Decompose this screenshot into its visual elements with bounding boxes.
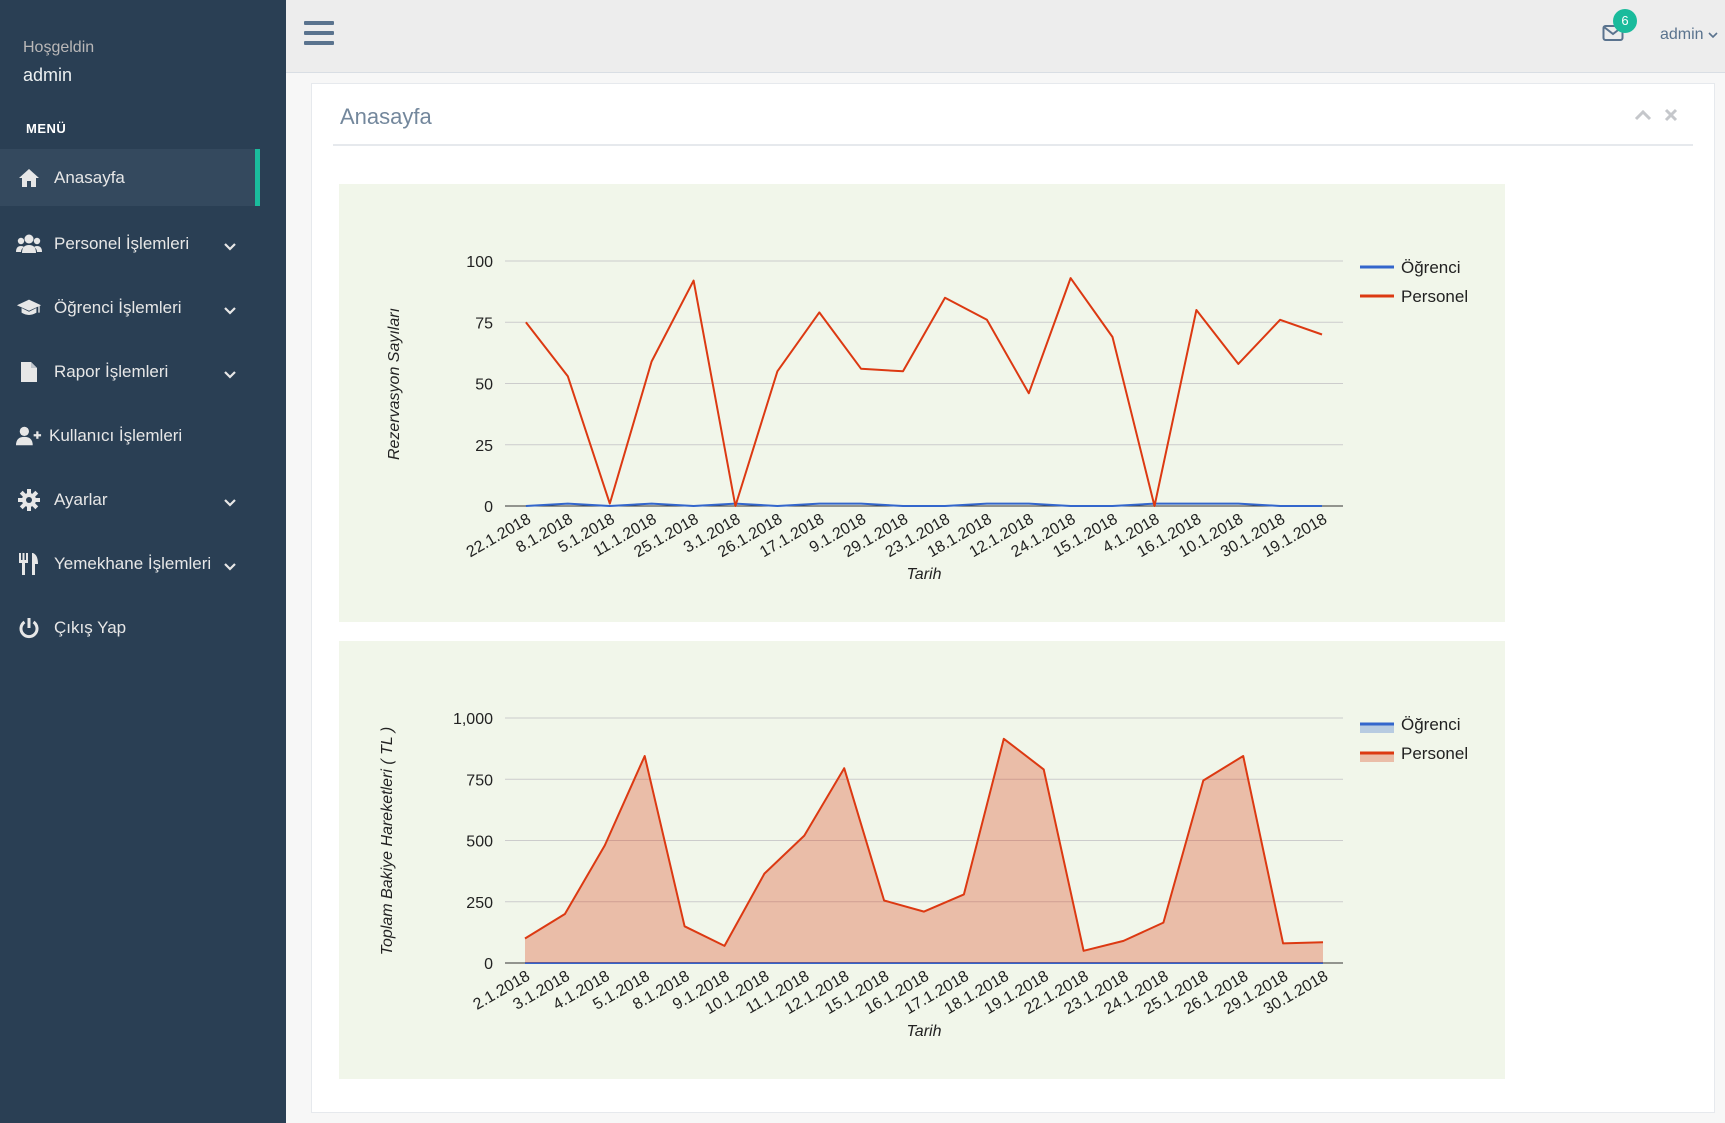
panel-divider (333, 144, 1693, 146)
user-profile-dropdown[interactable]: admin (1660, 26, 1718, 44)
chevron-down-icon (224, 556, 236, 576)
sidebar-item-label: Rapor İşlemleri (54, 362, 169, 381)
legend-swatch (1360, 723, 1394, 733)
collapse-icon[interactable] (1634, 106, 1652, 124)
top-nav: 6 admin (286, 0, 1725, 73)
sidebar-item-kullanici[interactable]: Kullanıcı İşlemleri (0, 404, 286, 468)
balance-chart: 0 250 500 750 1,000 2.1.2018 3.1.2018 4.1.2018 5… (339, 641, 1505, 1079)
close-icon[interactable] (1662, 106, 1680, 124)
sidebar-item-personel[interactable]: Personel İşlemleri (0, 212, 286, 276)
chevron-down-icon (1708, 26, 1718, 44)
users-icon (16, 231, 42, 257)
sidebar-item-rapor[interactable]: Rapor İşlemleri (0, 340, 286, 404)
sidebar-item-yemekhane[interactable]: Yemekhane İşlemleri (0, 532, 286, 596)
sidebar: Hoşgeldin admin MENÜ Anasayfa Personel İ… (0, 0, 286, 1123)
home-icon (16, 165, 42, 191)
user-name: admin (1660, 26, 1704, 44)
y-axis-title: Rezervasyon Sayıları (386, 308, 403, 460)
power-icon (16, 615, 42, 641)
legend-label: Personel (1401, 287, 1468, 306)
menu-toggle-icon[interactable] (304, 21, 334, 47)
chevron-down-icon (224, 364, 236, 384)
sidebar-item-label: Yemekhane İşlemleri (54, 554, 212, 573)
y-tick-label: 500 (466, 834, 493, 851)
cutlery-icon (16, 551, 42, 577)
gear-icon (16, 487, 42, 513)
file-icon (16, 359, 42, 385)
reservation-chart: 0 25 50 75 100 22.1.2018 8.1.2018 5.1.2018 11.1.… (339, 184, 1505, 622)
y-axis-title: Toplam Bakiye Hareketleri ( TL ) (379, 727, 396, 956)
legend-label: Personel (1401, 744, 1468, 763)
sidebar-item-label: Öğrenci İşlemleri (54, 298, 182, 317)
dashboard-panel: Anasayfa 0 25 50 75 100 22.1.2018 8.1.2018 5.1.… (311, 83, 1715, 1113)
welcome-label: Hoşgeldin (23, 39, 95, 56)
legend-label: Öğrenci (1401, 715, 1461, 734)
y-tick-label: 250 (466, 895, 493, 912)
reservation-chart-svg: 025507510022.1.20188.1.20185.1.201811.1.… (386, 254, 1468, 583)
y-tick-label: 1,000 (453, 711, 493, 728)
legend-swatch (1360, 752, 1394, 762)
sidebar-item-anasayfa[interactable]: Anasayfa (0, 149, 260, 206)
x-axis-title: Tarih (907, 1023, 942, 1040)
sidebar-item-label: Personel İşlemleri (54, 234, 190, 253)
y-tick-label: 50 (475, 377, 493, 394)
welcome-user-name: admin (23, 65, 73, 85)
sidebar-item-cikis[interactable]: Çıkış Yap (0, 596, 286, 660)
notification-badge: 6 (1613, 9, 1637, 33)
sidebar-item-label: Ayarlar (54, 490, 108, 509)
y-tick-label: 0 (484, 956, 493, 973)
series-line-personel (525, 277, 1323, 507)
sidebar-item-label: Kullanıcı İşlemleri (49, 426, 183, 445)
y-tick-label: 750 (466, 772, 493, 789)
balance-chart-svg: 02505007501,0002.1.20183.1.20184.1.20185… (379, 711, 1468, 1040)
page-title: Anasayfa (340, 104, 432, 129)
legend-label: Öğrenci (1401, 258, 1461, 277)
sidebar-item-ayarlar[interactable]: Ayarlar (0, 468, 286, 532)
menu-section-title: MENÜ (26, 121, 67, 136)
user-plus-icon (16, 423, 42, 449)
y-tick-label: 0 (484, 499, 493, 516)
sidebar-item-label: Anasayfa (54, 167, 125, 187)
chevron-down-icon (224, 492, 236, 512)
sidebar-item-ogrenci[interactable]: Öğrenci İşlemleri (0, 276, 286, 340)
graduation-cap-icon (16, 295, 42, 321)
sidebar-nav: Anasayfa Personel İşlemleri Öğrenci İşle… (0, 149, 286, 660)
y-tick-label: 75 (475, 315, 493, 332)
area-fill-personel (525, 738, 1323, 963)
series-line-ogrenci (525, 502, 1322, 507)
x-axis-title: Tarih (907, 566, 942, 583)
chevron-down-icon (224, 300, 236, 320)
y-tick-label: 25 (475, 438, 493, 455)
y-tick-label: 100 (466, 254, 493, 271)
chevron-down-icon (224, 236, 236, 256)
sidebar-item-label: Çıkış Yap (54, 618, 127, 637)
